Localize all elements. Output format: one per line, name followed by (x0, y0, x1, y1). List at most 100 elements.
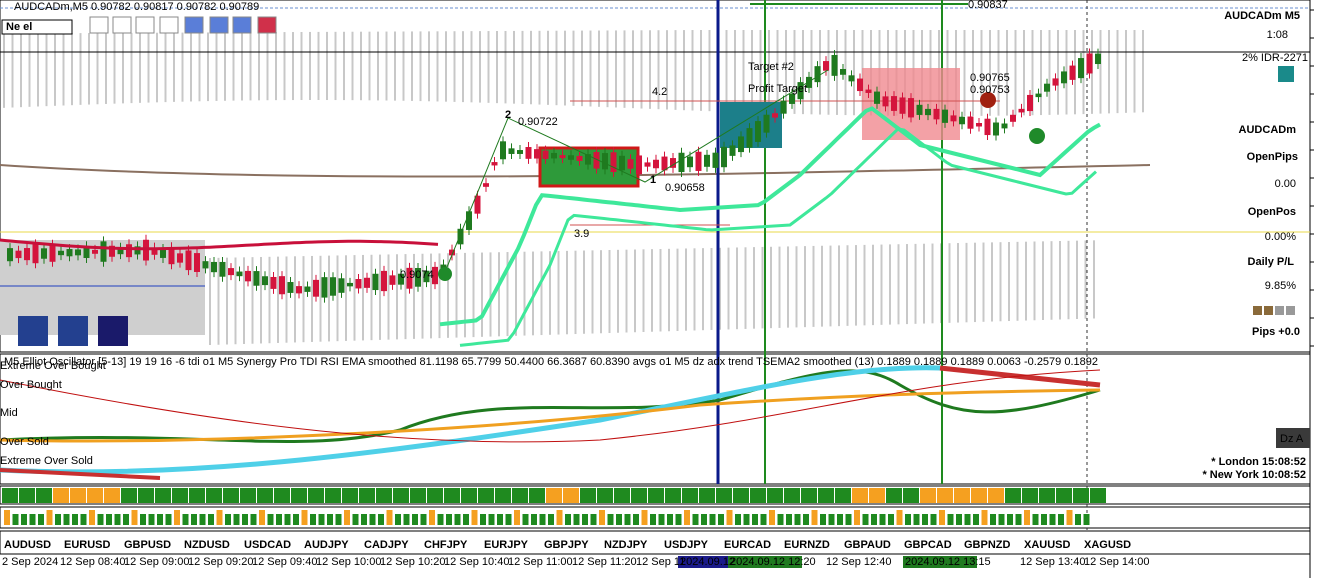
button[interactable] (89, 16, 109, 34)
button[interactable] (112, 16, 132, 34)
candle-body (194, 253, 200, 272)
button[interactable] (159, 16, 179, 34)
button[interactable] (209, 16, 229, 34)
symbol-button[interactable]: EURCAD (724, 539, 771, 551)
candle-body (15, 250, 22, 259)
signal-cell (818, 488, 834, 503)
symbol-button[interactable]: AUDJPY (304, 539, 349, 551)
signal-cell (1056, 488, 1072, 503)
signal-bar (624, 514, 631, 525)
signal-bar (888, 514, 894, 525)
signal-bar (964, 514, 971, 525)
symbol-button[interactable]: NZDJPY (604, 539, 648, 551)
signal-bar (505, 514, 512, 525)
candle-body (49, 244, 56, 262)
signal-cell (682, 488, 698, 503)
signal-bar (199, 514, 206, 525)
symbol-button[interactable]: CHFJPY (424, 539, 468, 551)
signal-cell (648, 488, 664, 503)
symbol-button[interactable]: EURUSD (64, 539, 111, 551)
candle-body (491, 162, 498, 166)
candle-body (211, 261, 217, 273)
button[interactable] (58, 316, 88, 346)
signal-cell (274, 488, 290, 503)
candle-body (865, 89, 872, 93)
candle-body (279, 276, 285, 295)
symbol-button[interactable]: GBPAUD (844, 539, 891, 551)
price-label: 0.90837 (968, 0, 1008, 11)
signal-bar (871, 514, 877, 525)
symbol-button[interactable]: GBPJPY (544, 539, 589, 551)
signal-bar (437, 514, 444, 525)
symbol-button[interactable]: GBPNZD (964, 539, 1011, 551)
signal-bar (684, 510, 690, 525)
symbol-button[interactable]: GBPCAD (904, 539, 952, 551)
dot (1264, 306, 1273, 315)
signal-bar (786, 514, 792, 525)
idr-label: 2% IDR-2271 (1242, 52, 1308, 64)
candle-body (1018, 108, 1025, 113)
symbol-button[interactable]: GBPUSD (124, 539, 171, 551)
signal-bar (930, 514, 937, 525)
signal-bar (922, 514, 928, 525)
button[interactable] (18, 316, 48, 346)
marker (438, 267, 452, 281)
signal-cell (223, 488, 239, 503)
ma-line (459, 127, 1098, 347)
signal-cell (121, 488, 137, 503)
signal-cell (563, 488, 579, 503)
candle-body (500, 141, 506, 160)
button[interactable] (135, 16, 155, 34)
candle-body (432, 266, 438, 285)
candle-body (7, 248, 13, 262)
candle-body (763, 114, 770, 133)
symbol-button[interactable]: EURNZD (784, 539, 830, 551)
symbol-button[interactable]: XAUUSD (1024, 539, 1071, 551)
signal-cell (733, 488, 749, 503)
candle-body (933, 108, 940, 120)
button-label[interactable]: Ne el (6, 21, 32, 33)
button[interactable] (257, 16, 277, 34)
signal-bar (174, 510, 180, 525)
button[interactable] (232, 16, 252, 34)
signal-cell (257, 488, 273, 503)
signal-bar (284, 514, 291, 525)
price-label: 0.90722 (518, 116, 558, 128)
signal-bar (803, 514, 809, 525)
signal-bar (794, 514, 801, 525)
symbol-button[interactable]: XAGUSD (1084, 539, 1131, 551)
signal-cell (1090, 488, 1106, 503)
signal-cell (665, 488, 681, 503)
button[interactable] (1, 19, 73, 35)
signal-bar (956, 514, 962, 525)
signal-bar (998, 514, 1005, 525)
candle-body (746, 128, 753, 148)
candle-body (712, 152, 719, 168)
candle-body (636, 155, 642, 175)
button[interactable] (98, 316, 128, 346)
signal-cell (869, 488, 885, 503)
symbol-button[interactable]: AUDUSD (4, 539, 51, 551)
candle-body (738, 136, 744, 153)
signal-cell (53, 488, 69, 503)
signal-bar (250, 514, 257, 525)
signal-bar (191, 514, 197, 525)
signal-bar (658, 514, 665, 525)
signal-bar (692, 514, 699, 525)
signal-bar (386, 510, 393, 525)
signal-cell (172, 488, 188, 503)
symbol-button[interactable]: USDCAD (244, 539, 291, 551)
signal-cell (614, 488, 630, 503)
symbol-button[interactable]: EURJPY (484, 539, 529, 551)
stat-value: 0.00% (1265, 231, 1296, 243)
candle-body (602, 153, 608, 170)
badge: Dz A (1280, 433, 1304, 445)
symbol-button[interactable]: USDJPY (664, 539, 709, 551)
button[interactable] (184, 16, 204, 34)
signal-cell (1073, 488, 1089, 503)
signal-bar (157, 514, 163, 525)
signal-cell (529, 488, 545, 503)
symbol-button[interactable]: NZDUSD (184, 539, 230, 551)
symbol-button[interactable]: CADJPY (364, 539, 409, 551)
